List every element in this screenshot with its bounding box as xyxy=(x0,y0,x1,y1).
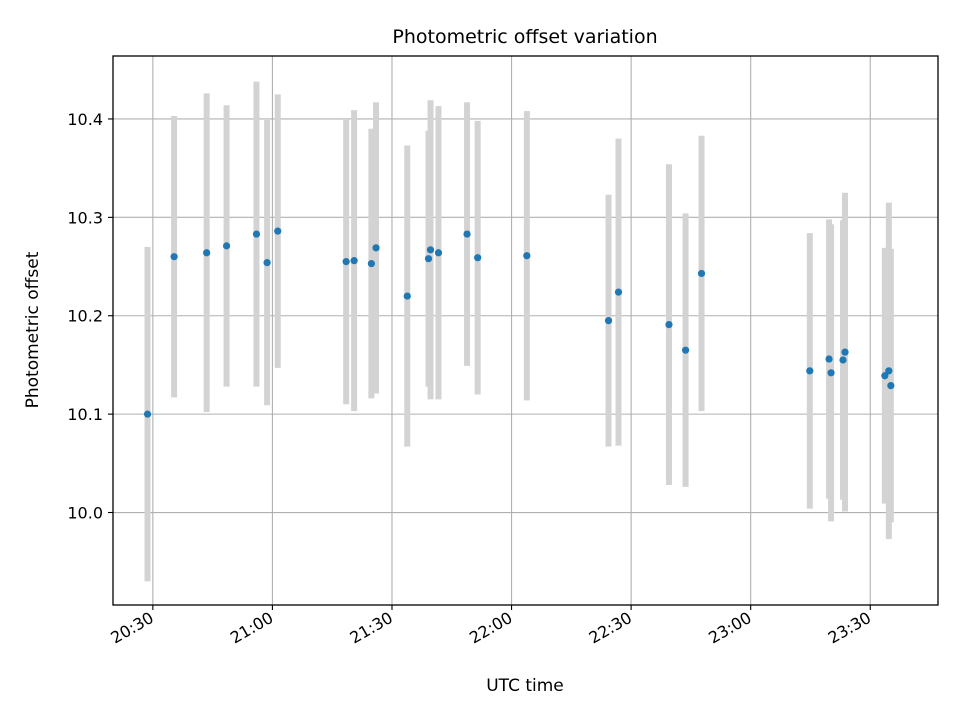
data-point xyxy=(665,320,673,329)
error-bars xyxy=(144,81,894,582)
data-point xyxy=(342,258,350,266)
data-point xyxy=(523,252,531,260)
data-point xyxy=(681,346,690,354)
grid xyxy=(113,56,938,605)
data-point xyxy=(350,257,358,265)
data-point xyxy=(372,244,380,252)
data-point xyxy=(825,355,833,363)
data-point xyxy=(463,230,471,238)
y-tick-label: 10.0 xyxy=(67,504,103,523)
data-point xyxy=(806,367,814,375)
y-tick-label: 10.3 xyxy=(67,208,103,227)
data-points xyxy=(143,227,895,418)
data-point xyxy=(887,381,895,390)
data-point xyxy=(203,249,211,257)
data-point xyxy=(474,254,482,262)
x-tick-label: 22:00 xyxy=(466,608,515,648)
data-point xyxy=(604,317,613,325)
y-tick-label: 10.2 xyxy=(67,307,103,326)
data-point xyxy=(170,253,178,261)
data-point xyxy=(697,269,706,278)
y-axis: 10.0 10.1 10.2 10.3 10.4 xyxy=(67,110,113,523)
data-point xyxy=(367,259,375,268)
chart-title: Photometric offset variation xyxy=(392,26,657,48)
x-tick-label: 20:30 xyxy=(107,608,156,648)
data-point xyxy=(881,372,889,380)
x-tick-label: 21:30 xyxy=(347,608,396,648)
x-tick-label: 21:00 xyxy=(227,608,276,648)
data-point xyxy=(222,242,231,250)
y-axis-label: Photometric offset xyxy=(23,251,43,408)
data-point xyxy=(839,356,847,364)
y-tick-label: 10.1 xyxy=(67,405,103,424)
x-tick-label: 23:00 xyxy=(705,608,754,648)
data-point xyxy=(403,292,411,300)
y-tick-label: 10.4 xyxy=(67,110,103,129)
data-point xyxy=(434,249,443,257)
data-point xyxy=(274,227,282,235)
data-point xyxy=(263,259,271,267)
data-point xyxy=(827,369,835,377)
data-point xyxy=(426,246,435,254)
x-axis: 20:30 21:00 21:30 22:00 22:30 23:00 23:30 xyxy=(107,605,874,648)
data-point xyxy=(424,255,433,263)
data-point xyxy=(252,230,261,238)
data-point xyxy=(143,410,152,418)
plot-frame xyxy=(112,55,939,606)
data-point xyxy=(885,367,893,375)
data-point xyxy=(841,348,849,356)
x-axis-label: UTC time xyxy=(486,676,564,696)
data-point xyxy=(614,288,623,296)
x-tick-label: 22:30 xyxy=(586,608,635,648)
x-tick-label: 23:30 xyxy=(825,608,874,648)
